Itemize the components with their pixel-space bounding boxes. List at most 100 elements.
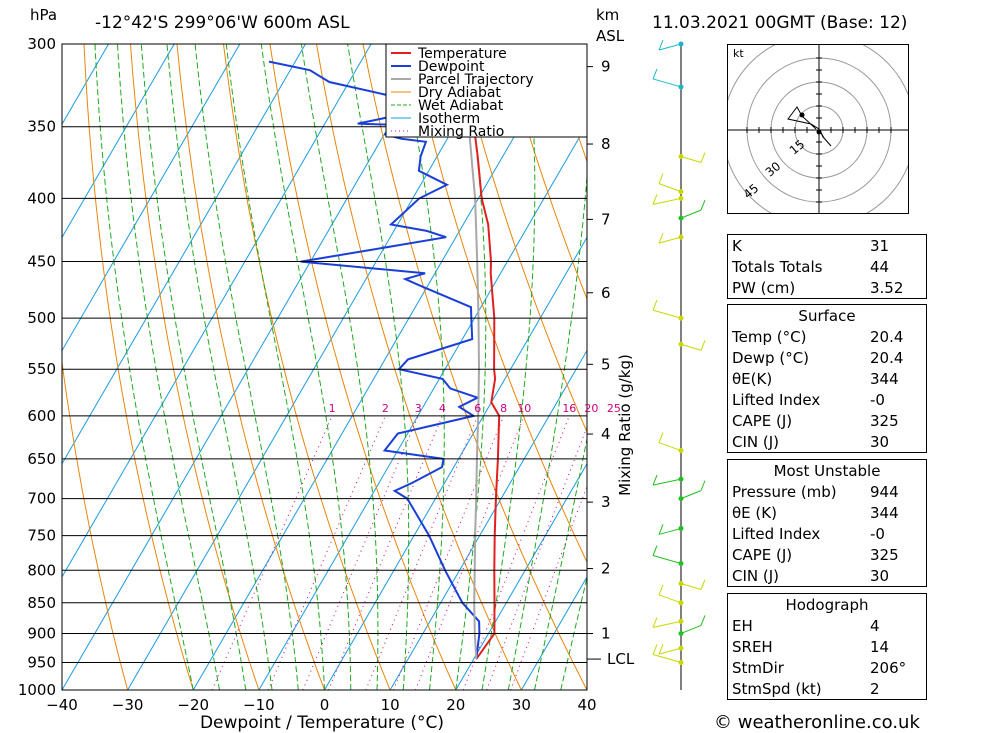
hodograph-ring-label-15: 15 — [787, 137, 808, 158]
wind-barb-feather — [658, 584, 664, 595]
wind-barb-shaft — [658, 236, 682, 244]
hodograph-unit-label: kt — [733, 47, 744, 60]
wet-adiabat-line — [560, 575, 587, 690]
wind-barb — [652, 68, 684, 90]
hodo-value-stmdir: 206° — [870, 658, 907, 677]
mu-value-cin: 30 — [870, 566, 890, 585]
mixing-ratio-label: 25 — [607, 402, 621, 415]
legend-box — [385, 43, 588, 138]
wind-barb-feather — [652, 545, 658, 556]
mixing-ratio-axis-title: Mixing Ratio (g/kg) — [616, 354, 634, 496]
pressure-tick-label: 300 — [27, 35, 56, 53]
wind-barb — [678, 579, 706, 590]
hodograph-storm-motion-dot — [799, 112, 805, 118]
surface-label-cape: CAPE (J) — [732, 411, 793, 430]
isotherm-line — [62, 44, 241, 352]
most-unstable-title: Most Unstable — [773, 461, 881, 480]
wind-barb-shaft — [658, 527, 682, 535]
legend-label-parcel: Parcel Trajectory — [418, 72, 534, 88]
wind-barb-feather — [652, 474, 658, 486]
wind-barb-feather — [700, 152, 706, 163]
mixing-ratio-label: 6 — [474, 402, 481, 415]
datetime-title: 11.03.2021 00GMT (Base: 12) — [652, 13, 907, 33]
hodograph-table-title: Hodograph — [785, 595, 869, 614]
wind-barb-shaft — [658, 43, 682, 51]
surface-label-thetae: θE(K) — [732, 369, 773, 388]
isotherm-line — [62, 44, 175, 239]
pressure-tick-label: 750 — [27, 527, 56, 545]
wind-barb-shaft — [680, 156, 702, 164]
index-value-k: 31 — [870, 236, 890, 255]
dry-adiabat-line — [83, 44, 194, 690]
temperature-tick-label: 0 — [320, 696, 330, 714]
mu-label-thetae: θE (K) — [732, 503, 777, 522]
wind-barb-shaft — [652, 309, 682, 319]
wind-barb-shaft — [652, 653, 682, 663]
legend: Temperature Dewpoint Parcel Trajectory D… — [385, 43, 588, 140]
surface-label-lifted: Lifted Index — [732, 390, 821, 409]
legend-label-isotherm: Isotherm — [418, 111, 480, 127]
lcl-label: LCL — [607, 650, 635, 668]
dry-adiabat-line — [223, 44, 391, 690]
wind-barb — [652, 617, 684, 628]
pressure-tick-label: 1000 — [18, 681, 56, 699]
mixing-ratio-label: 20 — [584, 402, 598, 415]
mixing-ratio-label: 3 — [415, 402, 422, 415]
temperature-tick-label: 40 — [577, 696, 596, 714]
surface-label-temp: Temp (°C) — [732, 327, 807, 346]
surface-value-cin: 30 — [870, 432, 890, 451]
wet-adiabat-line — [194, 44, 299, 690]
wind-barb — [658, 584, 684, 606]
pressure-tick-label: 650 — [27, 450, 56, 468]
wind-barb-feather — [700, 579, 706, 590]
pressure-tick-label: 850 — [27, 594, 56, 612]
wet-adiabat-line — [400, 44, 445, 690]
wind-barb-shaft — [680, 490, 702, 500]
pressure-tick-label: 600 — [27, 407, 56, 425]
wind-barb-shaft — [652, 478, 682, 486]
surface-value-temp: 20.4 — [870, 327, 904, 346]
legend-label-temperature: Temperature — [417, 46, 507, 62]
wind-barb-shaft — [652, 620, 682, 628]
index-value-totals: 44 — [870, 257, 890, 276]
wind-barb — [658, 524, 684, 535]
pressure-tick-label: 550 — [27, 360, 56, 378]
dry-adiabat-line — [455, 44, 587, 434]
temperature-tick-label: 20 — [446, 696, 465, 714]
wet-adiabat-line — [166, 44, 273, 690]
wind-barb-shaft — [658, 442, 682, 452]
mixing-ratio-label: 10 — [517, 402, 531, 415]
surface-value-cape: 325 — [870, 411, 899, 430]
pressure-tick-label: 400 — [27, 189, 56, 207]
index-label-k: K — [732, 236, 742, 255]
index-label-pw: PW (cm) — [732, 278, 796, 297]
temperature-tick-label: −20 — [177, 696, 209, 714]
surface-value-lifted: -0 — [870, 390, 885, 409]
wind-barb — [658, 39, 684, 51]
wet-adiabat-line — [300, 44, 379, 690]
temperature-tick-label: 30 — [512, 696, 531, 714]
hodo-value-eh: 4 — [870, 616, 880, 635]
hodo-label-sreh: SREH — [732, 637, 773, 656]
surface-label-dewp: Dewp (°C) — [732, 348, 810, 367]
surface-value-dewp: 20.4 — [870, 348, 904, 367]
isotherm-line — [455, 462, 587, 690]
pressure-tick-label: 900 — [27, 624, 56, 642]
wind-barb-feather — [652, 68, 658, 80]
pressure-tick-label: 800 — [27, 561, 56, 579]
hpa-label: hPa — [30, 6, 57, 24]
wet-adiabat-line — [260, 44, 352, 690]
km-tick-label: 5 — [601, 355, 611, 373]
wet-adiabat-line — [117, 44, 220, 690]
wind-barb-feather — [658, 232, 664, 244]
plot-frame — [61, 43, 588, 691]
wet-adiabat-line — [225, 44, 325, 690]
wind-barb — [658, 432, 684, 454]
wind-barb-feather — [658, 643, 664, 655]
isotherm-line — [324, 236, 587, 690]
hodo-value-stmspd: 2 — [870, 679, 880, 698]
pressure-tick-label: 500 — [27, 309, 56, 327]
wind-barb — [678, 615, 706, 636]
mixing-ratio-label: 4 — [439, 402, 446, 415]
